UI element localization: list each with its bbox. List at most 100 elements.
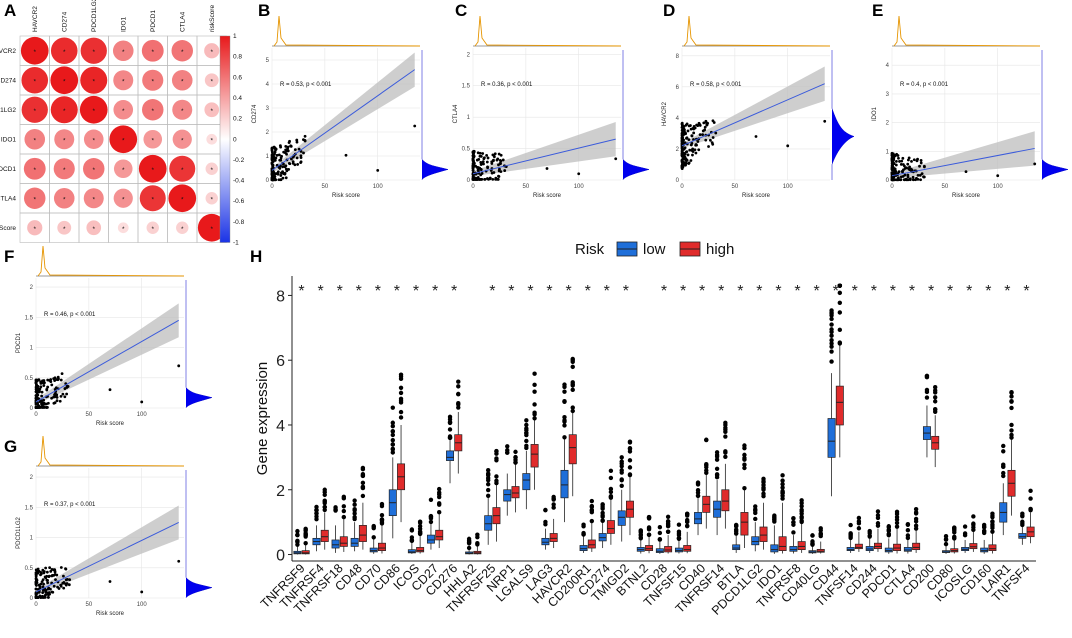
y-tick-label: 5 — [266, 58, 270, 64]
box-outlier — [447, 434, 453, 439]
significance-star: * — [833, 283, 839, 300]
scatter-point — [711, 136, 715, 139]
box-outlier — [742, 462, 747, 467]
scatter-point — [690, 141, 694, 145]
scatter-point — [48, 566, 52, 570]
y-tick-label: 0.5 — [25, 566, 34, 572]
box-low — [846, 547, 855, 551]
box-outlier — [608, 468, 614, 473]
box-high — [435, 529, 444, 541]
box-outlier — [657, 525, 663, 530]
scatter-point — [34, 591, 38, 595]
box-outlier — [322, 507, 327, 513]
box-outlier — [398, 385, 404, 390]
scatter-point — [140, 400, 144, 404]
box-outlier — [810, 542, 815, 547]
box-outlier — [990, 525, 995, 531]
scatter-point — [108, 388, 112, 392]
box-outlier — [733, 531, 739, 536]
box-outlier — [314, 504, 319, 510]
box-outlier — [303, 532, 308, 538]
box-low — [484, 515, 493, 531]
scatter-point — [290, 157, 293, 161]
heatmap-star: * — [151, 108, 154, 115]
box-outlier — [485, 468, 491, 473]
scatter-point — [278, 144, 282, 148]
box-outlier — [886, 527, 891, 532]
scatter-point — [295, 138, 299, 142]
scatter-point — [59, 566, 63, 569]
scatter-point — [41, 568, 45, 572]
scatter-point — [344, 153, 348, 157]
heatmap-star: * — [63, 78, 66, 85]
scatter-point — [50, 590, 54, 594]
box-outlier — [894, 509, 900, 515]
box-outlier — [619, 483, 624, 488]
y-tick-label: 4 — [886, 63, 890, 69]
box-outlier — [398, 400, 404, 405]
box-outlier — [581, 532, 586, 537]
box-outlier — [456, 405, 461, 410]
scatter-point — [701, 129, 705, 133]
box-outlier — [943, 541, 949, 547]
box-outlier — [714, 457, 720, 462]
heatmap-star: * — [33, 108, 36, 115]
box-outlier — [608, 486, 614, 492]
heatmap-circle — [171, 69, 193, 91]
box-outlier — [352, 498, 357, 503]
scatter-point — [39, 582, 43, 586]
heatmap-col-label: HAVCR2 — [32, 6, 39, 32]
scatter-point — [55, 399, 59, 403]
scatter-point — [287, 141, 291, 144]
box-outlier — [818, 526, 823, 531]
box-outlier — [638, 535, 643, 540]
scatter-point — [754, 135, 758, 138]
box-outlier — [1001, 449, 1006, 454]
heatmap-col-label: riskScore — [209, 5, 216, 32]
correlation-annotation: R = 0.46, p < 0.001 — [44, 312, 96, 318]
heatmap-circle — [197, 213, 226, 242]
box-outlier — [829, 349, 834, 354]
box-outlier — [466, 536, 472, 542]
significance-star: * — [527, 283, 533, 300]
box-outlier — [627, 465, 633, 470]
y-tick-label: 0 — [676, 178, 680, 184]
scatter-point — [476, 168, 480, 172]
scatter-point — [273, 152, 276, 156]
scatter-point — [56, 375, 60, 379]
colorbar-tick: 0.6 — [233, 74, 242, 81]
scatter-point — [54, 578, 57, 582]
scatter-point — [896, 154, 900, 157]
box-outlier — [695, 487, 701, 493]
box-outlier — [905, 528, 911, 533]
scatter-point — [545, 167, 549, 170]
box-outlier — [524, 445, 529, 451]
box-low — [407, 549, 416, 554]
top-marginal-density — [273, 15, 421, 47]
box-outlier — [447, 427, 453, 432]
box-outlier — [562, 389, 567, 394]
box-outlier — [562, 435, 567, 440]
heatmap-star: * — [210, 137, 213, 144]
box-high — [740, 512, 749, 536]
y-tick-label: 0 — [30, 406, 34, 412]
heatmap-circle — [80, 66, 108, 94]
y-tick-label: 1 — [266, 154, 270, 160]
box-high — [568, 434, 577, 465]
y-tick-label: 2 — [467, 52, 471, 58]
scatter-point — [478, 166, 482, 170]
scatter-point — [293, 163, 297, 167]
scatter-point — [685, 136, 689, 140]
heatmap-star: * — [151, 49, 154, 56]
box-outlier — [1020, 514, 1025, 519]
box-outlier — [485, 493, 491, 498]
box-outlier — [532, 382, 537, 388]
box-outlier — [505, 450, 510, 455]
box-low — [903, 547, 912, 552]
x-tick-label: 100 — [993, 184, 1004, 190]
panel-label-d: D — [663, 1, 675, 20]
box-outlier — [685, 519, 690, 525]
box-outlier — [494, 474, 499, 479]
heatmap-star: * — [92, 78, 95, 85]
scatter-point — [279, 158, 283, 162]
